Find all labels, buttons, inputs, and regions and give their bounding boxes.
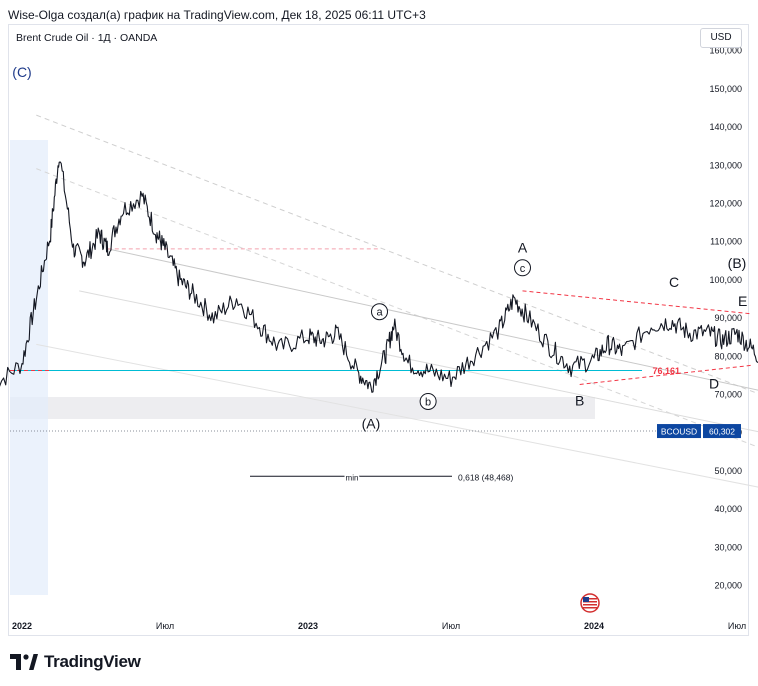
wave-label: A xyxy=(518,240,528,256)
tradingview-logo-icon xyxy=(10,654,38,670)
y-tick-label: 40,000 xyxy=(714,504,742,514)
trend-channels xyxy=(36,114,758,488)
us-flag-icon[interactable] xyxy=(580,593,600,613)
x-tick-label: Июл xyxy=(728,621,746,631)
y-tick-label: 110,000 xyxy=(710,237,742,247)
wave-label: D xyxy=(709,375,719,391)
y-tick-label: 90,000 xyxy=(714,313,742,323)
symbol-tag-box xyxy=(657,424,701,439)
level-value-label: 76,161 xyxy=(652,366,680,376)
flag-stripe xyxy=(583,604,597,606)
wave-label: b xyxy=(425,396,431,408)
tradingview-brand[interactable]: TradingView xyxy=(10,652,141,672)
channel-line xyxy=(36,168,758,448)
flag-stripe xyxy=(583,607,597,609)
y-tick-label: 70,000 xyxy=(714,390,742,400)
wave-label-circle xyxy=(514,259,531,277)
price-tags: 76,161 BCOUSD 60,302 xyxy=(652,366,741,439)
y-tick-label: 50,000 xyxy=(714,466,742,476)
x-tick-label: 2023 xyxy=(298,621,318,631)
chart-author-caption: Wise-Olga создал(а) график на TradingVie… xyxy=(8,8,426,22)
wave-label: C xyxy=(669,274,679,290)
flag-ring xyxy=(580,593,600,613)
triangle-upper-line xyxy=(522,290,752,315)
brand-name: TradingView xyxy=(44,652,141,671)
channel-line xyxy=(79,290,758,433)
currency-selector[interactable]: USD xyxy=(700,28,742,48)
y-tick-label: 100,000 xyxy=(709,275,742,285)
time-axis[interactable]: 2022Июл2023Июл2024Июл2025Июл2026Июл xyxy=(12,621,758,631)
flag-stripe xyxy=(583,601,597,603)
horizontal-levels: min 0,618 (48,468) xyxy=(10,248,656,484)
y-tick-label: 30,000 xyxy=(714,542,742,552)
channel-line xyxy=(36,343,758,488)
wave-label: E xyxy=(738,293,747,309)
wave-drawings xyxy=(522,290,752,385)
x-tick-label: Июл xyxy=(442,621,460,631)
wave-label-circle xyxy=(419,392,437,410)
wave-label: a xyxy=(376,307,383,319)
symbol-title[interactable]: Brent Crude Oil · 1Д · OANDA xyxy=(16,32,158,44)
symbol-tag-label: BCOUSD xyxy=(661,427,697,437)
wave-label-circle xyxy=(371,303,388,321)
y-tick-label: 160,000 xyxy=(709,46,742,56)
flag-canton xyxy=(583,597,589,602)
y-tick-label: 20,000 xyxy=(714,581,742,591)
y-tick-label: 150,000 xyxy=(709,84,742,94)
price-tag-label: 60,302 xyxy=(709,427,735,437)
x-tick-label: Июл xyxy=(156,621,174,631)
y-tick-label: 140,000 xyxy=(709,122,742,132)
y-tick-label: 120,000 xyxy=(709,199,742,209)
flag-stripe xyxy=(583,598,597,600)
price-series xyxy=(0,161,758,393)
support-zone xyxy=(10,397,595,419)
fib-level-label: 0,618 (48,468) xyxy=(458,472,513,482)
wave-label: (C) xyxy=(12,64,31,80)
price-tag-box xyxy=(703,424,741,439)
wave-label: (B) xyxy=(728,255,747,271)
price-line xyxy=(0,161,758,393)
y-tick-label: 80,000 xyxy=(714,351,742,361)
y-tick-label: 130,000 xyxy=(709,160,742,170)
x-tick-label: 2022 xyxy=(12,621,32,631)
wave-label: B xyxy=(575,392,584,408)
channel-line xyxy=(107,248,758,391)
chart-frame xyxy=(8,24,749,636)
triangle-lower-line xyxy=(579,364,752,385)
fib-min-label: min xyxy=(346,473,359,482)
volume-profile xyxy=(10,140,48,595)
wave-label: (A) xyxy=(362,415,381,431)
wave-label: c xyxy=(520,263,526,275)
price-axis[interactable]: 20,00030,00040,00050,00060,00070,00080,0… xyxy=(709,46,742,591)
x-tick-label: 2024 xyxy=(584,621,604,631)
